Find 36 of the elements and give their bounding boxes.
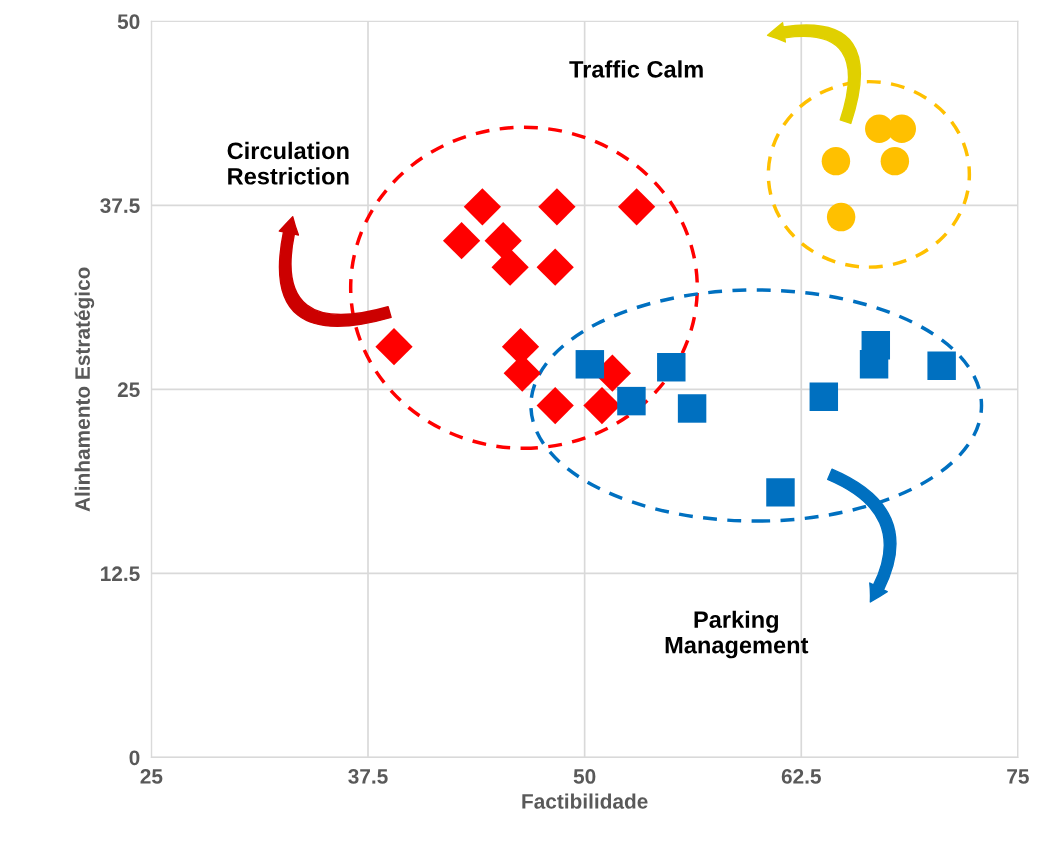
- point: [657, 353, 686, 382]
- annotation: Parking Management: [665, 610, 809, 659]
- point: [809, 382, 839, 411]
- x-tick-label: 75: [1007, 769, 1029, 784]
- point: [463, 188, 502, 226]
- point: [859, 350, 889, 379]
- y-tick-label: 12.5: [101, 566, 140, 582]
- point: [618, 188, 656, 226]
- y-tick-label: 25: [117, 382, 140, 398]
- point: [575, 350, 605, 379]
- y-tick-label: 50: [117, 14, 140, 30]
- point: [536, 248, 574, 286]
- x-axis-title: Factibilidade: [522, 793, 648, 809]
- point: [538, 188, 576, 226]
- point: [766, 478, 795, 507]
- point: [887, 114, 917, 143]
- point: [375, 328, 413, 366]
- point: [677, 394, 707, 423]
- x-tick-label: 62.5: [781, 769, 821, 784]
- point: [821, 146, 851, 176]
- point: [491, 248, 529, 286]
- annotation: Circulation Restriction: [227, 141, 349, 185]
- x-tick-label: 50: [573, 769, 596, 784]
- y-tick-label: 37.5: [100, 198, 140, 214]
- annotation: Traffic Calm: [569, 60, 703, 78]
- x-tick-label: 37.5: [348, 769, 388, 784]
- point: [826, 202, 856, 232]
- point: [617, 386, 646, 416]
- y-tick-label: 0: [129, 750, 140, 766]
- point: [536, 386, 574, 425]
- point: [880, 146, 910, 176]
- point: [442, 222, 481, 260]
- point: [484, 222, 522, 260]
- x-tick-label: 25: [140, 769, 163, 784]
- point: [927, 351, 956, 381]
- y-axis-title: Alinhamento Estratégico: [74, 267, 95, 512]
